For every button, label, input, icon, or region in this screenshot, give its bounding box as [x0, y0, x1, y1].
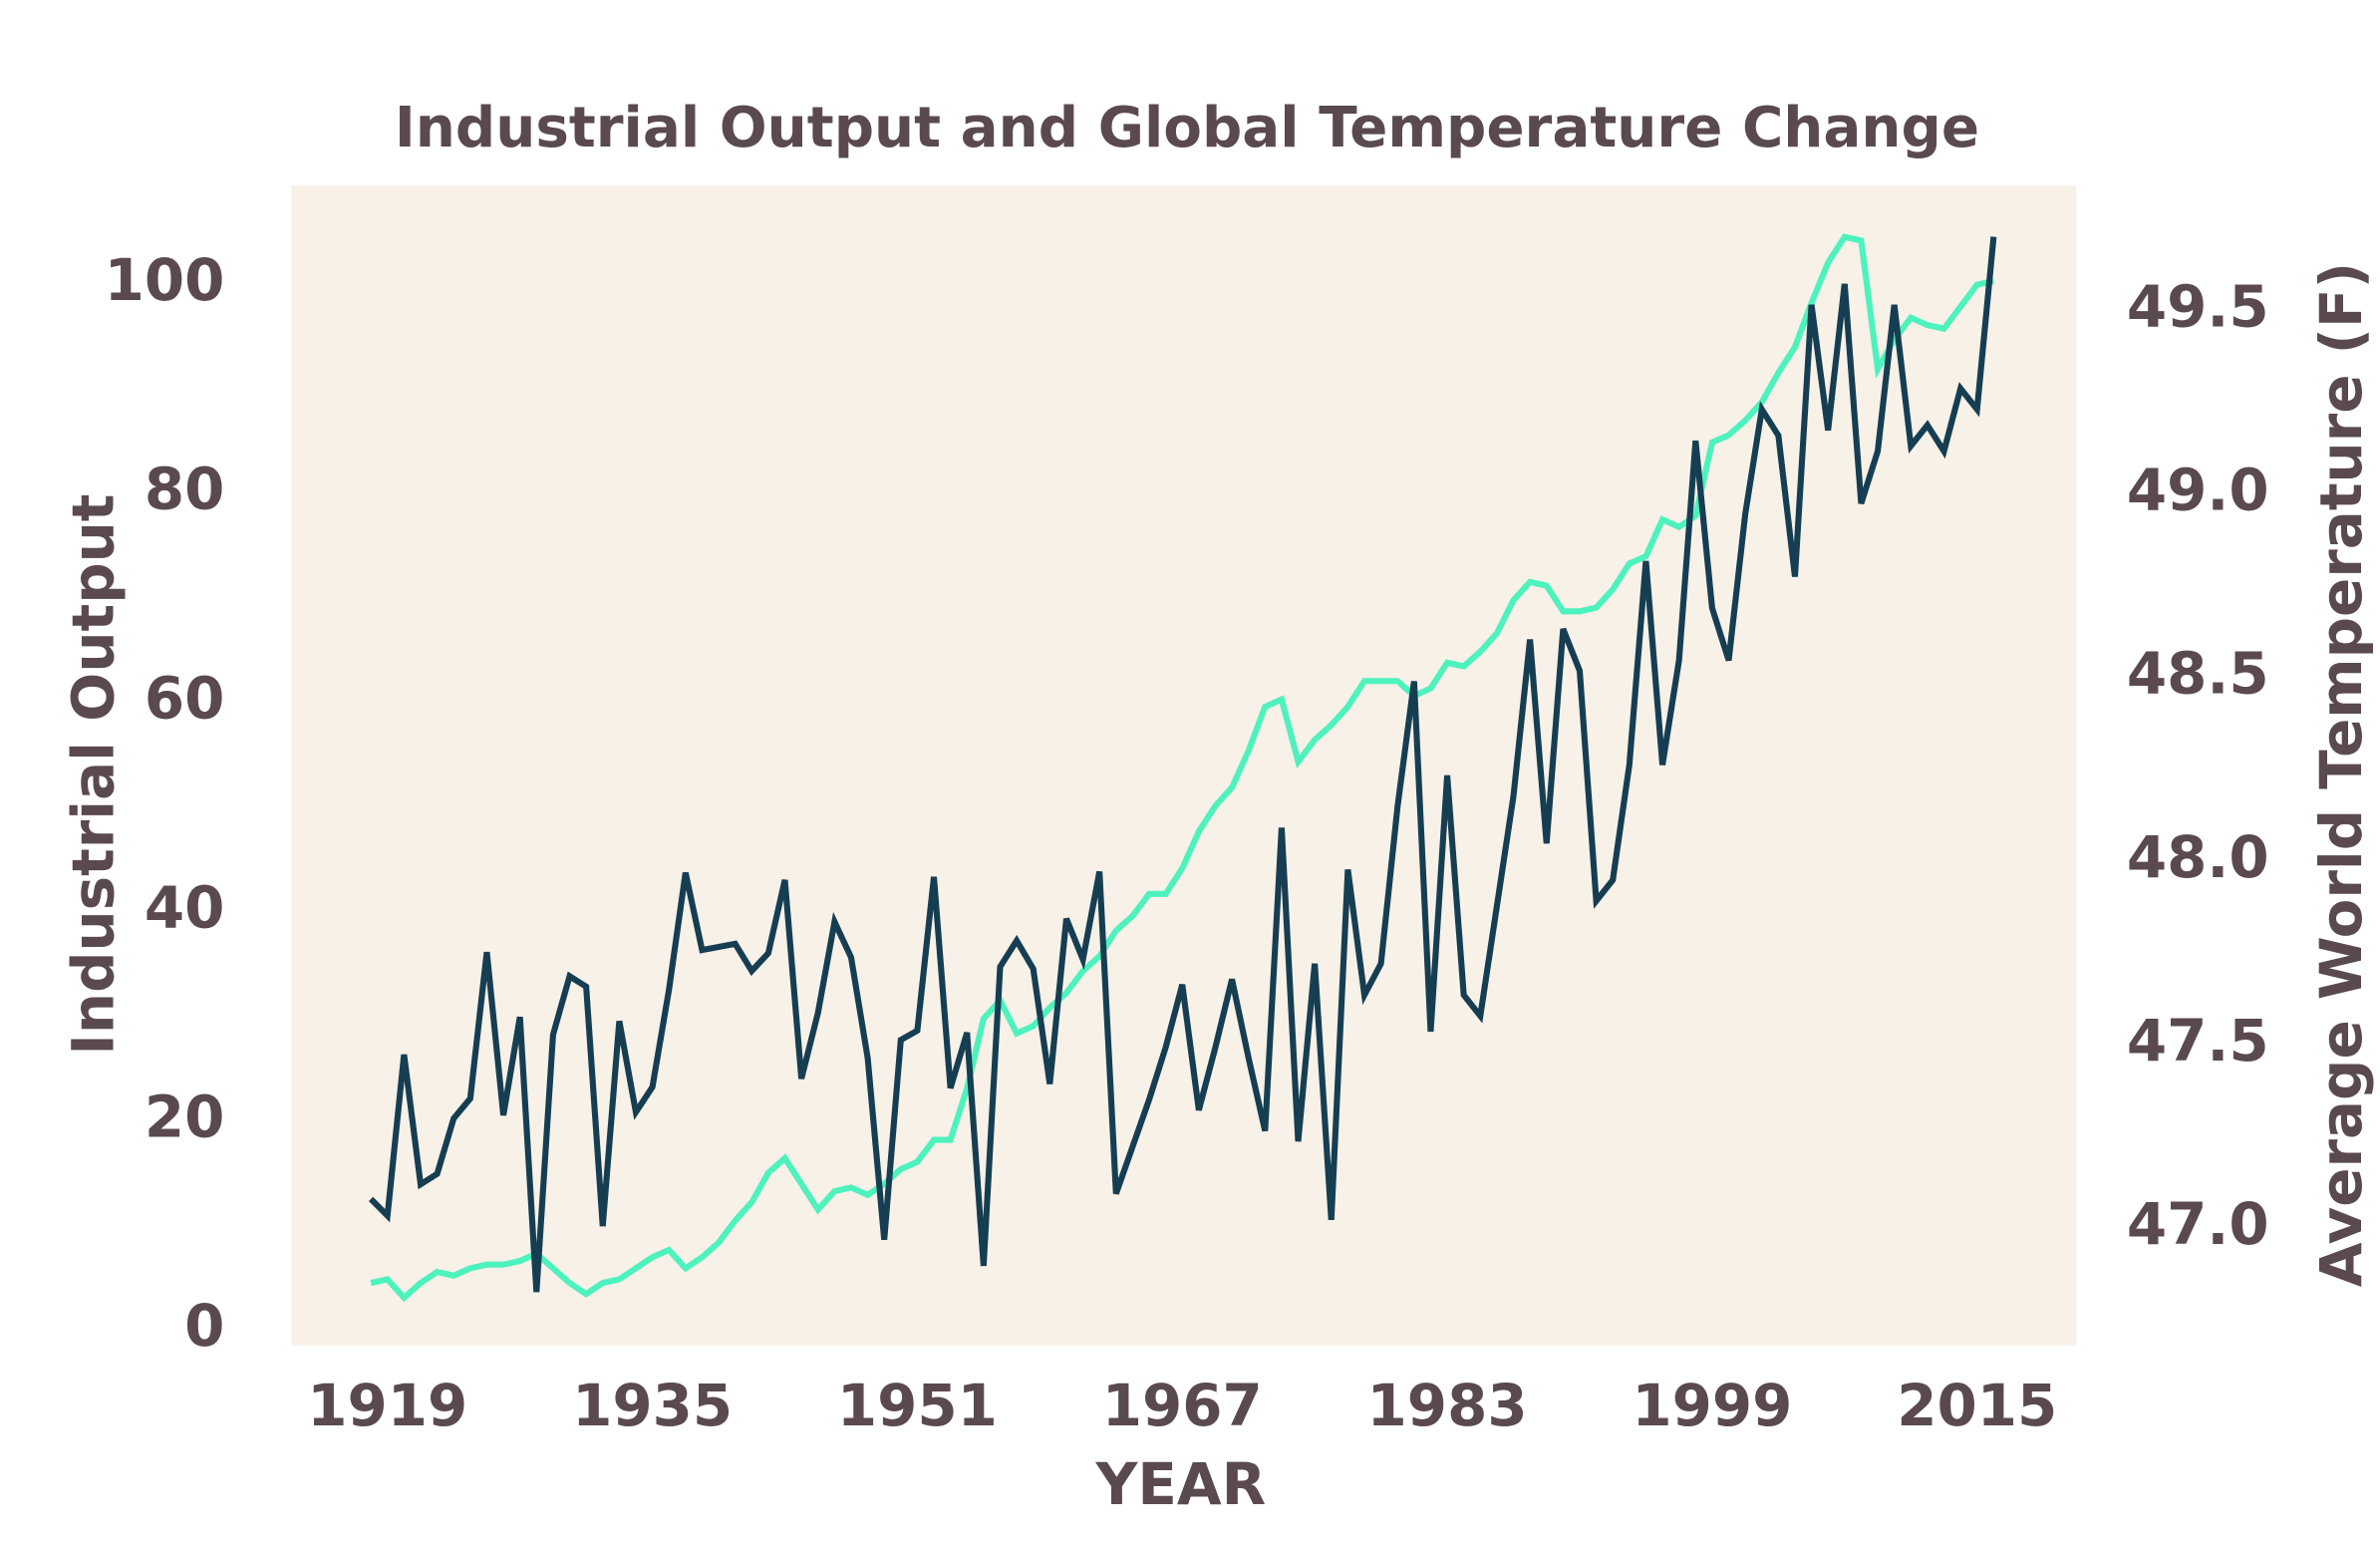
x-tick-label: 1983: [1367, 1372, 1528, 1439]
series-line: [370, 233, 1994, 1303]
y-tick-label: 60: [145, 665, 225, 733]
y-tick-label: 100: [105, 246, 225, 314]
y2-axis-label: Average World Temperature (F): [2307, 262, 2375, 1287]
y2-tick-label: 49.5: [2127, 272, 2269, 340]
y2-tick-label: 47.0: [2127, 1190, 2269, 1258]
series-line: [368, 236, 1997, 1293]
y-tick-label: 20: [145, 1082, 225, 1150]
y-axis-label: Industrial Output: [60, 494, 128, 1056]
y-tick-label: 80: [145, 456, 225, 523]
y2-tick-label: 48.5: [2127, 640, 2269, 708]
chart-title: Industrial Output and Global Temperature…: [395, 96, 1979, 160]
plot-area: [291, 185, 2077, 1346]
x-tick-label: 1999: [1632, 1372, 1792, 1439]
x-axis-label: YEAR: [1094, 1450, 1266, 1518]
x-tick-label: 1919: [307, 1372, 467, 1439]
x-tick-label: 1951: [837, 1372, 998, 1439]
y-tick-label: 40: [145, 873, 225, 941]
y-tick-label: 0: [184, 1292, 224, 1360]
x-tick-label: 1935: [572, 1372, 733, 1439]
x-tick-label: 1967: [1102, 1372, 1263, 1439]
x-tick-label: 2015: [1897, 1372, 2057, 1439]
y2-tick-label: 48.0: [2127, 823, 2269, 891]
y2-tick-label: 47.5: [2127, 1007, 2269, 1075]
y2-tick-label: 49.0: [2127, 457, 2269, 524]
